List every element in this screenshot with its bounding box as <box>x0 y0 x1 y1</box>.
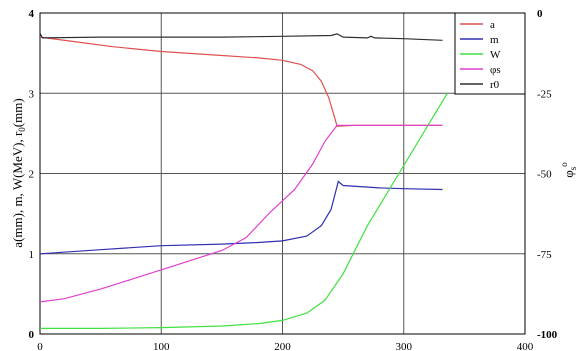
series-line-1 <box>39 180 443 255</box>
y-tick-label-right: -100 <box>537 329 558 341</box>
y-tick-label-left: 3 <box>29 88 35 100</box>
x-tick-label: 0 <box>37 341 43 351</box>
grid <box>40 13 525 334</box>
legend-label-4: r0 <box>490 79 500 91</box>
x-tick-label: 100 <box>153 341 170 351</box>
x-tick-label: 400 <box>517 341 534 351</box>
y-tick-label-right: -50 <box>537 169 552 181</box>
legend-label-0: a <box>490 19 495 31</box>
y-axis-label-right: φso <box>559 162 578 178</box>
y-tick-label-left: 1 <box>29 249 35 261</box>
y-axis-label-left: a(mm), m, W(MeV), r0(mm) <box>10 98 27 247</box>
y-tick-label-left: 4 <box>29 8 35 20</box>
y-tick-label-left: 2 <box>29 169 35 181</box>
series-line-2 <box>40 92 448 329</box>
legend-label-3: φs <box>490 64 501 76</box>
series-layer <box>39 32 448 329</box>
series-line-0 <box>39 36 443 127</box>
x-tick-label: 200 <box>274 341 291 351</box>
series-line-4 <box>39 32 443 41</box>
y-tick-label-right: 0 <box>537 8 543 20</box>
y-tick-label-left: 0 <box>29 329 35 341</box>
x-tick-label: 300 <box>396 341 413 351</box>
series-line-3 <box>39 124 443 303</box>
legend-label-2: W <box>490 49 501 61</box>
tick-labels: 0 100 200 300 400 0 1 2 3 4 0 -25 -50 -75 -100 <box>29 8 558 351</box>
plot-frame <box>39 12 526 335</box>
y-tick-label-right: -25 <box>537 88 552 100</box>
legend-label-1: m <box>490 34 499 46</box>
y-tick-label-right: -75 <box>537 249 552 261</box>
